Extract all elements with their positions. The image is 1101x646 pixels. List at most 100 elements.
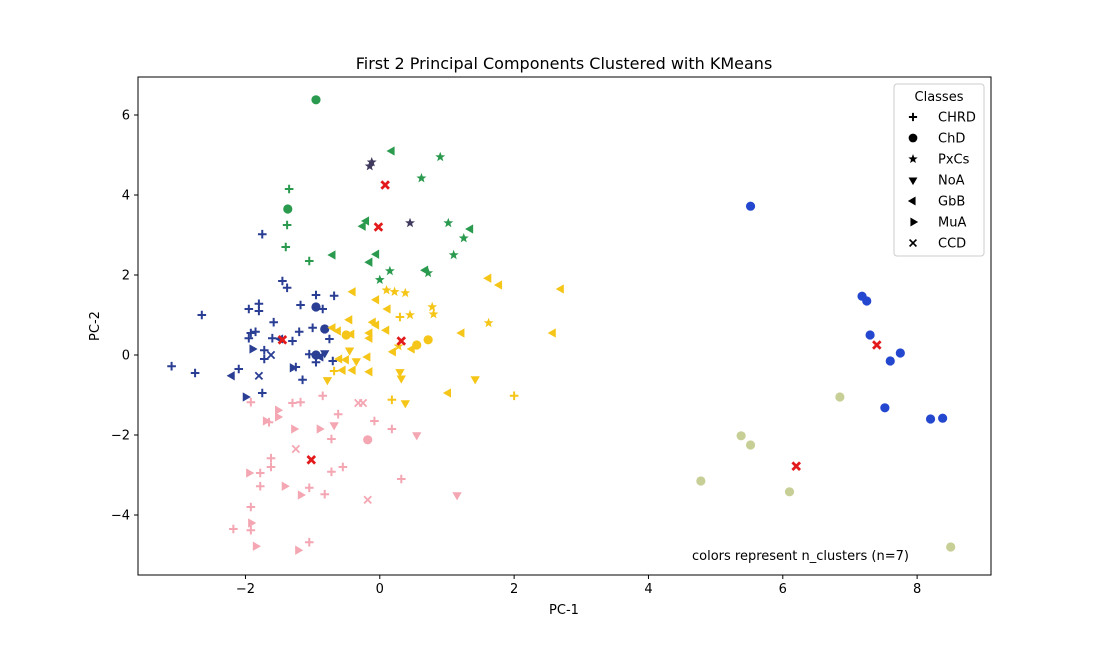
data-point	[242, 392, 251, 402]
data-point	[334, 354, 343, 364]
legend-marker-pxcs	[908, 154, 918, 163]
data-point	[327, 467, 336, 477]
data-point	[341, 330, 351, 340]
data-point	[351, 358, 361, 367]
data-point	[387, 424, 397, 434]
legend-label-chd: ChD	[938, 132, 965, 147]
data-point	[452, 492, 462, 501]
data-point	[555, 284, 564, 294]
data-point	[264, 417, 274, 427]
y-tick-label: 2	[122, 269, 130, 284]
data-point	[254, 299, 264, 309]
x-tick-label: 0	[376, 582, 384, 597]
data-point	[333, 409, 343, 419]
data-point	[304, 537, 314, 547]
data-point	[405, 217, 415, 228]
data-point	[296, 300, 305, 310]
x-axis-ticks: −2 0 2 4 6 8	[236, 575, 921, 597]
data-point	[371, 249, 380, 259]
data-point	[393, 341, 404, 351]
data-point	[346, 329, 355, 339]
data-point	[296, 397, 305, 407]
data-point	[246, 502, 256, 512]
plot-frame	[137, 76, 992, 576]
data-point	[938, 413, 948, 423]
data-point	[364, 161, 375, 171]
data-point	[347, 287, 356, 297]
data-point	[291, 424, 300, 434]
data-point	[289, 363, 298, 373]
data-point	[304, 256, 314, 266]
data-point	[234, 364, 244, 374]
data-point	[364, 333, 373, 343]
legend-marker-mua	[910, 217, 919, 227]
data-point	[736, 431, 746, 441]
legend-title: Classes	[915, 90, 964, 105]
data-point	[320, 350, 330, 359]
data-point	[363, 495, 372, 505]
data-point	[370, 416, 379, 426]
data-point	[308, 323, 317, 333]
data-point	[259, 354, 269, 364]
data-point	[387, 347, 396, 357]
data-point	[251, 327, 260, 337]
data-point	[266, 350, 276, 360]
data-point	[249, 344, 258, 354]
legend-label-mua: MuA	[938, 216, 966, 231]
data-point	[423, 335, 433, 345]
data-points	[167, 95, 956, 555]
data-point	[246, 328, 256, 338]
legend-label-noa: NoA	[938, 174, 965, 189]
data-point	[266, 453, 276, 463]
data-point	[387, 395, 397, 405]
data-point	[483, 317, 494, 328]
legend-label-pxcs: PxCs	[938, 153, 970, 168]
data-point	[547, 328, 556, 338]
data-point	[229, 524, 238, 534]
x-tick-label: −2	[236, 582, 255, 597]
data-point	[275, 405, 284, 415]
data-point	[257, 388, 267, 398]
data-point	[248, 518, 257, 528]
data-point	[381, 325, 390, 335]
data-point	[329, 422, 339, 431]
data-point	[282, 220, 292, 230]
data-point	[395, 312, 405, 322]
data-point	[288, 398, 297, 408]
data-point	[412, 432, 422, 441]
legend-marker-chd	[908, 133, 918, 143]
data-point	[197, 310, 207, 320]
data-point	[281, 242, 291, 252]
data-point	[946, 542, 956, 552]
data-point	[344, 315, 353, 325]
x-tick-label: 4	[644, 582, 652, 597]
data-point	[254, 371, 264, 381]
data-point	[246, 525, 256, 535]
data-point	[255, 481, 265, 491]
x-tick-label: 2	[510, 582, 518, 597]
chart-title: First 2 Principal Components Clustered w…	[356, 54, 773, 73]
data-point	[384, 265, 395, 276]
data-point	[416, 173, 427, 183]
data-point	[396, 474, 406, 484]
centroid-marker	[791, 461, 802, 471]
data-point	[311, 357, 321, 367]
data-point	[262, 416, 272, 426]
legend-marker-noa	[908, 177, 918, 186]
data-point	[448, 249, 459, 260]
legend-box	[893, 83, 985, 257]
data-point	[282, 283, 292, 293]
data-point	[427, 301, 438, 312]
data-point	[784, 487, 795, 497]
data-point	[246, 468, 255, 478]
data-point	[357, 221, 366, 231]
legend-label-gbb: GbB	[938, 195, 965, 210]
data-point	[381, 285, 392, 295]
legend-marker-chrd	[908, 112, 918, 122]
data-point	[483, 273, 492, 283]
centroid-marker	[872, 340, 882, 350]
y-axis-label: PC-2	[88, 311, 103, 341]
cluster-centroids	[277, 180, 882, 471]
data-point	[298, 375, 307, 385]
data-point	[190, 368, 200, 378]
